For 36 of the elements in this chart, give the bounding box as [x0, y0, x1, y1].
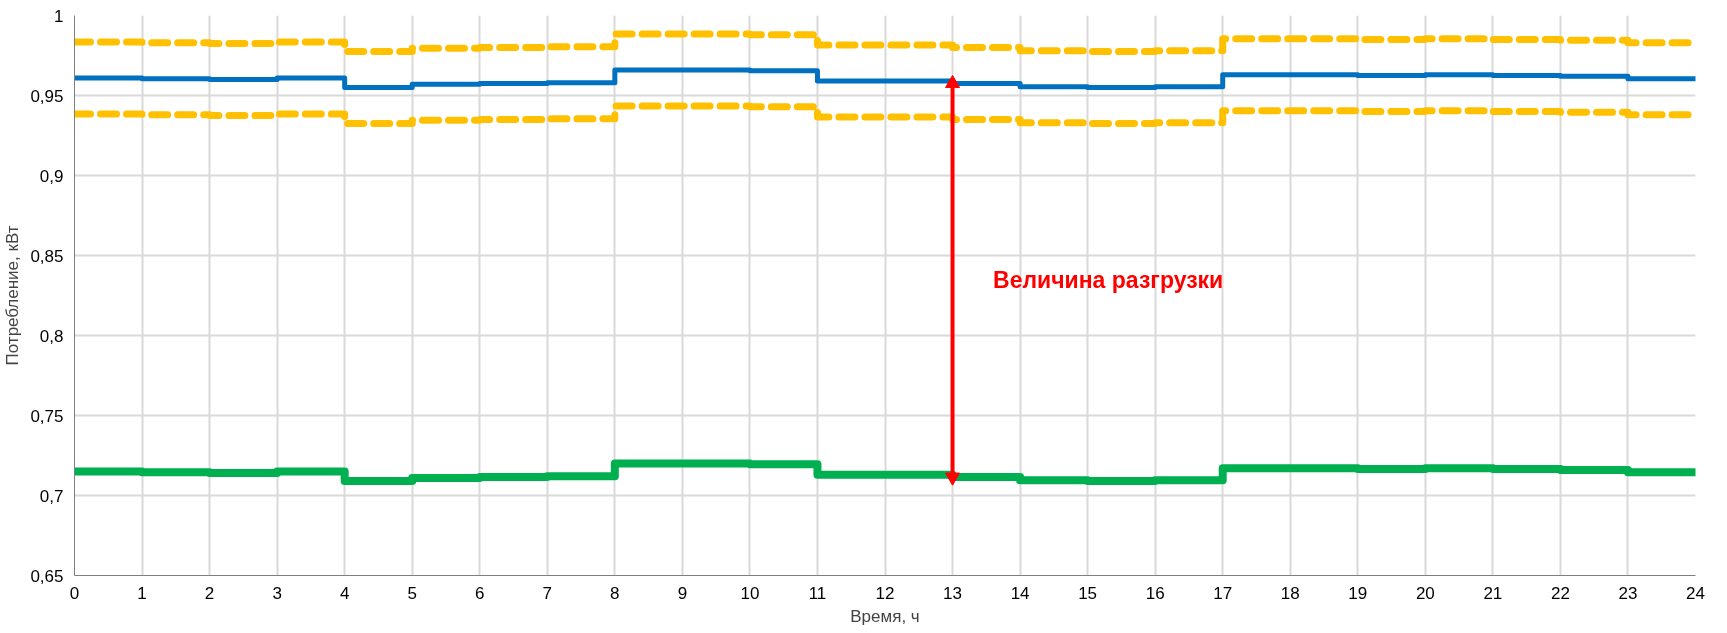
y-tick-label: 0,65: [30, 566, 64, 586]
x-tick-label: 10: [740, 583, 760, 603]
x-tick-label: 2: [204, 583, 215, 603]
x-tick-label: 3: [272, 583, 282, 603]
x-tick-label: 16: [1145, 583, 1165, 603]
x-tick-label: 19: [1348, 583, 1368, 603]
x-tick-label: 8: [610, 583, 620, 603]
x-tick-label: 12: [875, 583, 895, 603]
x-tick-label: 23: [1618, 583, 1638, 603]
x-tick-label: 7: [542, 583, 553, 603]
x-tick-label: 24: [1686, 583, 1705, 603]
x-tick-label: 5: [407, 583, 417, 603]
x-tick-label: 0: [69, 583, 80, 603]
x-tick-label: 11: [808, 583, 827, 603]
y-tick-label: 1: [54, 6, 64, 26]
x-axis-title: Время, ч: [850, 606, 920, 626]
x-tick-label: 9: [677, 583, 688, 603]
x-tick-label: 13: [943, 583, 963, 603]
x-tick-label: 14: [1010, 583, 1030, 603]
y-axis-title: Потребление, кВт: [3, 225, 23, 366]
x-tick-label: 17: [1213, 583, 1233, 603]
y-tick-label: 0,85: [30, 246, 64, 266]
y-tick-label: 0,7: [39, 486, 64, 506]
y-tick-label: 0,95: [30, 86, 64, 106]
annotation: Величина разгрузки: [993, 267, 1224, 294]
x-tick-label: 18: [1280, 583, 1300, 603]
x-tick-label: 21: [1483, 583, 1503, 603]
y-tick-label: 0,75: [30, 406, 64, 426]
y-tick-label: 0,8: [39, 326, 64, 346]
x-tick-label: 22: [1550, 583, 1570, 603]
x-tick-label: 4: [339, 583, 350, 603]
x-tick-label: 20: [1415, 583, 1435, 603]
x-tick-label: 15: [1078, 583, 1098, 603]
x-tick-label: 1: [137, 583, 147, 603]
y-tick-label: 0,9: [39, 166, 64, 186]
x-tick-label: 6: [475, 583, 485, 603]
